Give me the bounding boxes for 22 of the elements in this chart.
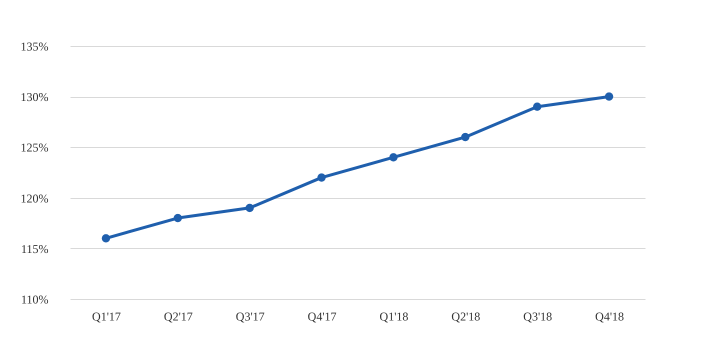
- point: [604, 92, 614, 101]
- x-tick-label: Q2'18: [451, 310, 480, 324]
- point: [102, 234, 110, 242]
- y-tick-label: 120%: [20, 191, 48, 206]
- x-tick-label: Q3'17: [236, 310, 265, 324]
- x-tick-label: Q3'18: [523, 310, 552, 324]
- x-tick-label: Q1'18: [380, 310, 408, 324]
- y-tick-label: 130%: [20, 90, 48, 104]
- y-tick-label: 110%: [20, 292, 48, 306]
- x-tick-label: Q2'17: [164, 310, 193, 324]
- y-tick-label: 125%: [20, 140, 48, 155]
- y-tick-label: 135%: [20, 40, 48, 54]
- point: [174, 214, 182, 222]
- point: [389, 153, 398, 162]
- x-tick-label: Q1'17: [92, 310, 121, 324]
- point: [317, 173, 326, 182]
- point: [246, 204, 254, 212]
- x-tick-label: Q4'17: [308, 310, 336, 324]
- point: [533, 102, 542, 111]
- x-tick-label: Q4'18: [595, 310, 624, 324]
- point: [461, 132, 470, 142]
- y-tick-label: 115%: [20, 242, 48, 256]
